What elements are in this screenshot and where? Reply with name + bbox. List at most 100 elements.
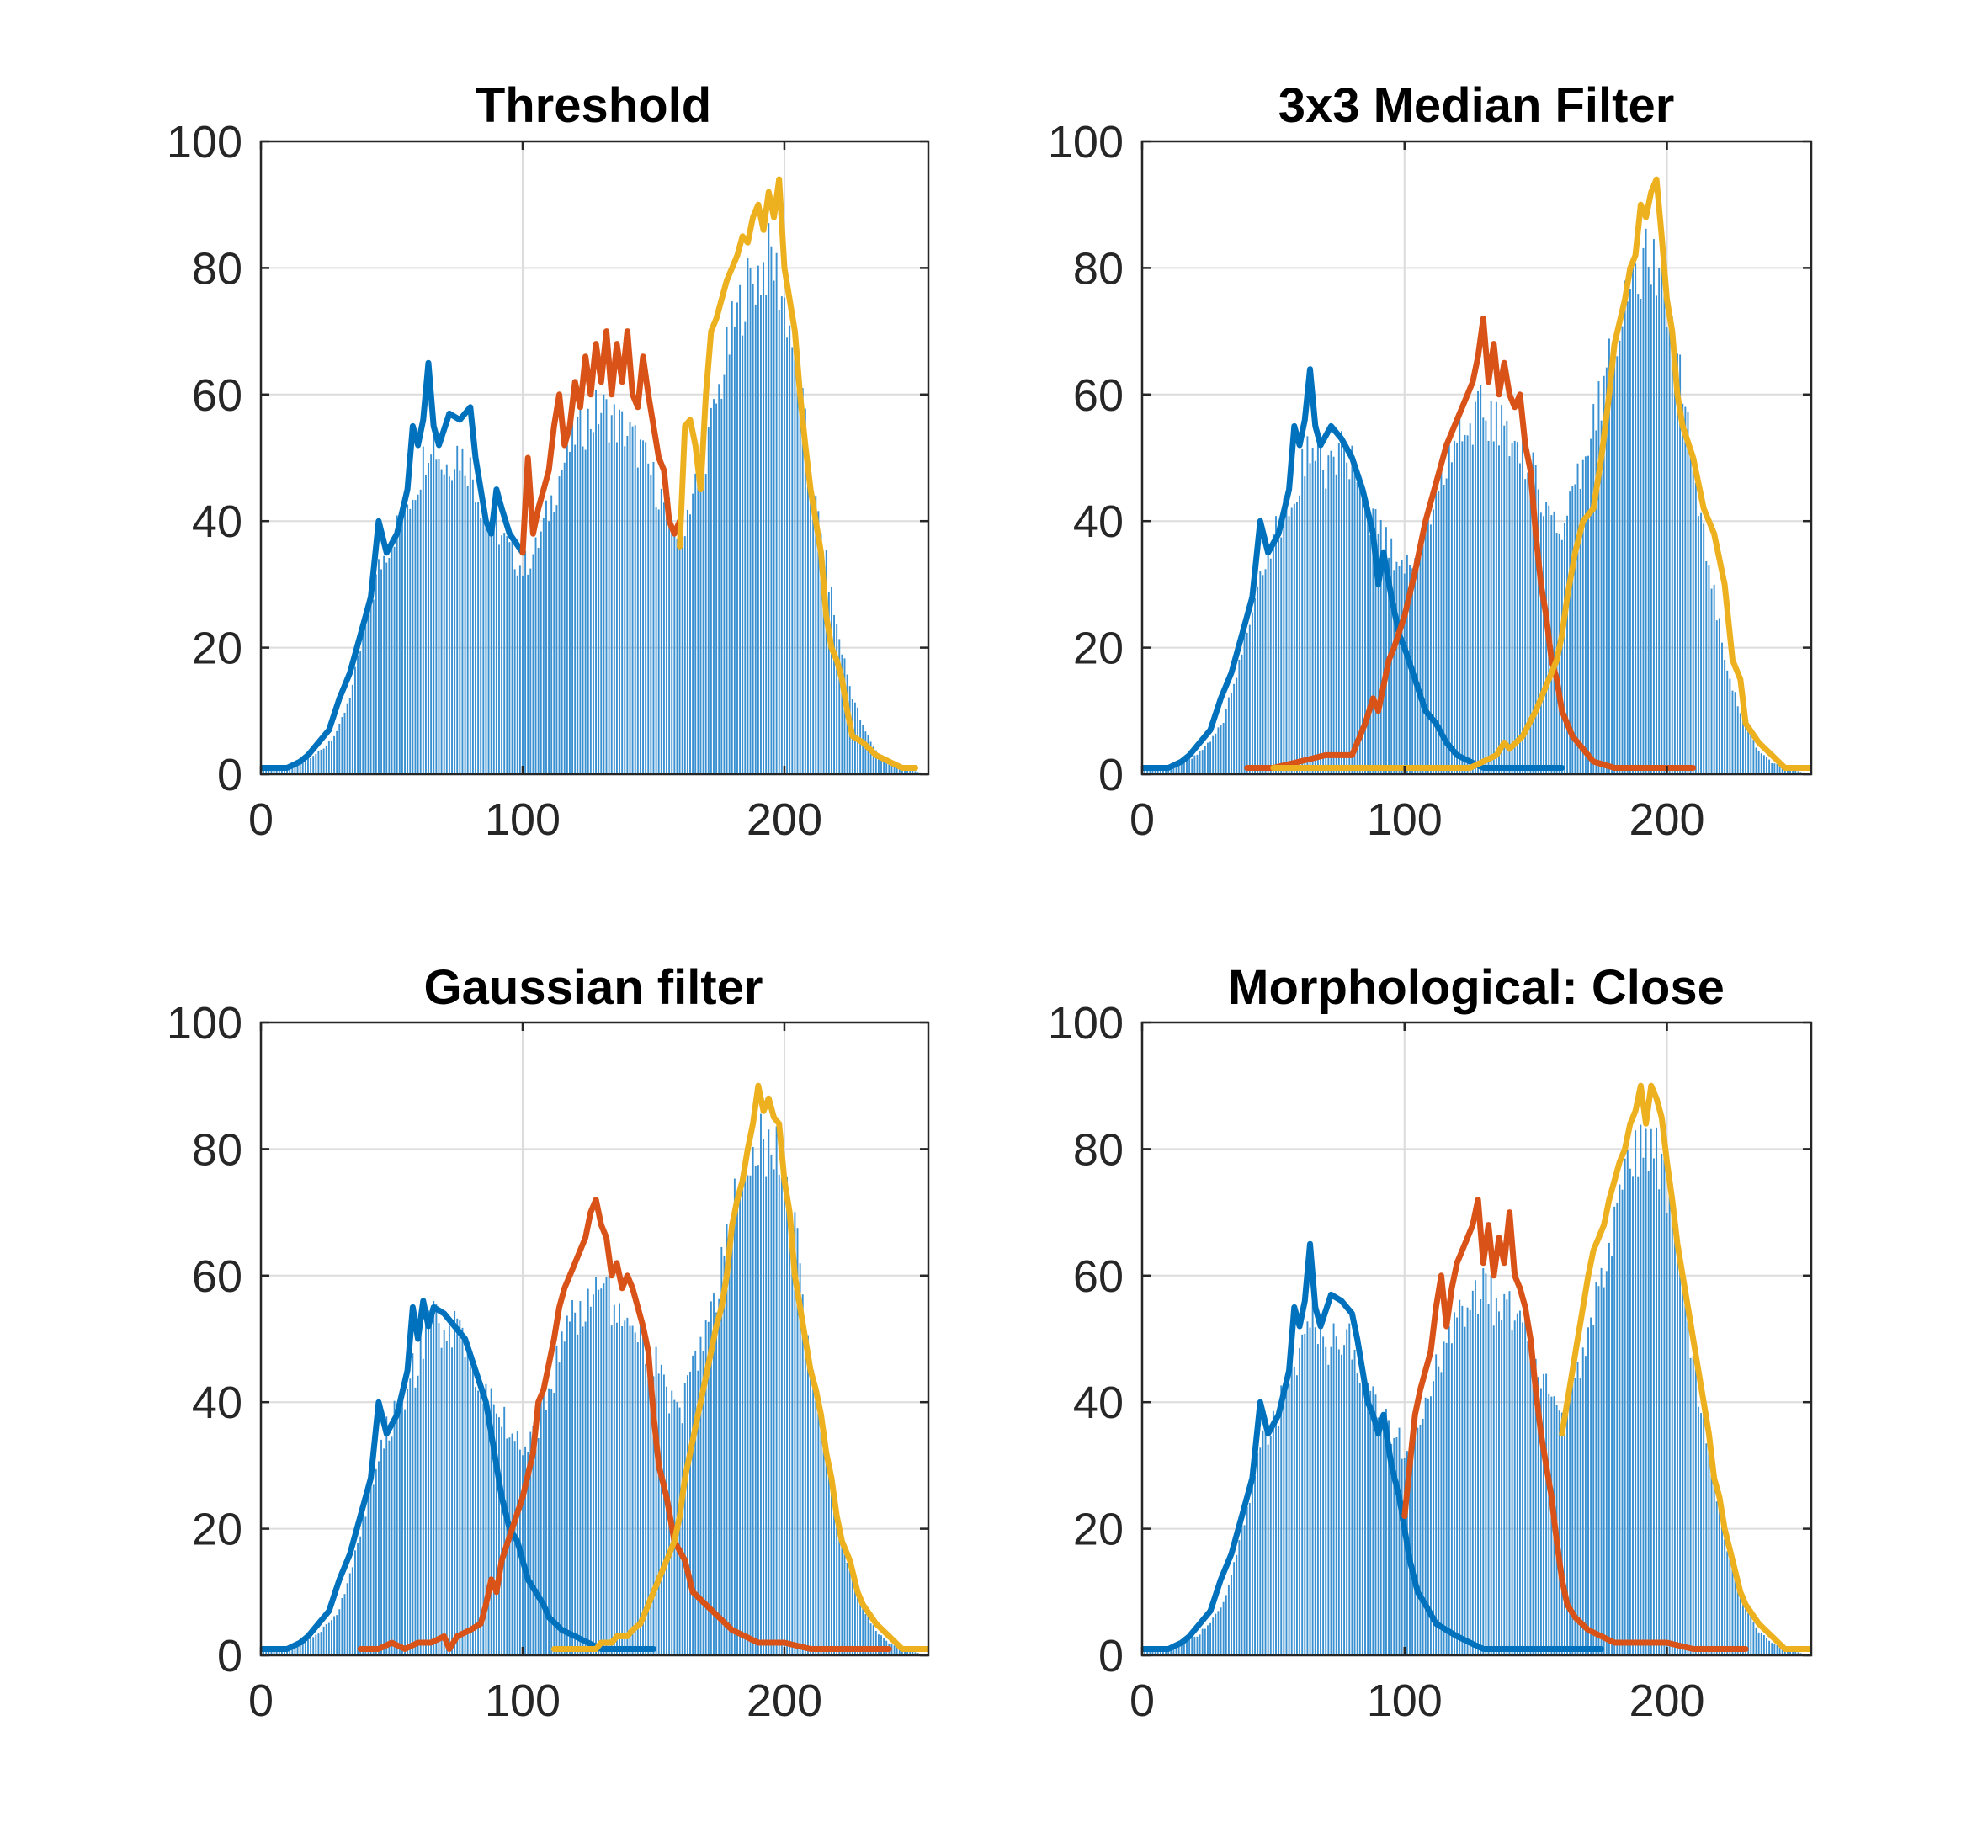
histogram-bar bbox=[532, 1426, 534, 1655]
histogram-bar bbox=[1694, 1360, 1697, 1655]
histogram-bar bbox=[600, 412, 603, 774]
histogram-bar bbox=[1613, 1206, 1616, 1655]
histogram-bar bbox=[1713, 584, 1715, 774]
histogram-bar bbox=[1729, 678, 1731, 774]
histogram-bar bbox=[1794, 1651, 1797, 1655]
histogram-bar bbox=[1246, 1506, 1248, 1655]
histogram-bar bbox=[838, 1523, 841, 1655]
histogram-bar bbox=[1658, 1189, 1661, 1655]
histogram-bar bbox=[1766, 757, 1767, 774]
histogram-bar bbox=[1726, 670, 1729, 774]
histogram-bar bbox=[351, 1567, 353, 1655]
histogram-bar bbox=[503, 1406, 506, 1655]
histogram-bar bbox=[1739, 1590, 1741, 1655]
histogram-bar bbox=[1656, 1127, 1658, 1655]
histogram-bar bbox=[1477, 1314, 1480, 1655]
histogram-bar bbox=[841, 1537, 843, 1655]
histogram-bar bbox=[1480, 1298, 1482, 1655]
histogram-bar bbox=[338, 723, 341, 774]
histogram-bar bbox=[555, 505, 558, 774]
histogram-bar bbox=[388, 558, 391, 774]
histogram-bar bbox=[1661, 1153, 1663, 1655]
histogram-bar bbox=[1264, 569, 1267, 774]
histogram-bar bbox=[409, 1378, 412, 1655]
histogram-bar bbox=[757, 265, 759, 774]
histogram-bar bbox=[1635, 1130, 1637, 1655]
histogram-bar bbox=[1721, 642, 1723, 774]
histogram-bar bbox=[1395, 1436, 1398, 1655]
histogram-bar bbox=[660, 488, 662, 774]
histogram-bar bbox=[325, 1624, 327, 1655]
histogram-bar bbox=[1353, 1349, 1356, 1655]
histogram-bar bbox=[1682, 403, 1684, 774]
histogram-bar bbox=[595, 390, 598, 774]
histogram-bar bbox=[1689, 1357, 1692, 1655]
series-line-1 bbox=[261, 359, 526, 771]
histogram-bar bbox=[1608, 1242, 1610, 1655]
histogram-bar bbox=[487, 1416, 490, 1655]
histogram-bar bbox=[1335, 1336, 1337, 1655]
histogram-bar bbox=[1574, 484, 1576, 774]
histogram-bar bbox=[527, 574, 529, 774]
histogram-bar bbox=[786, 337, 789, 774]
histogram-bar bbox=[883, 757, 885, 774]
histogram-bar bbox=[296, 1644, 299, 1655]
histogram-bar bbox=[1503, 425, 1506, 774]
histogram-bar bbox=[686, 1375, 688, 1655]
histogram-bar bbox=[1687, 412, 1689, 774]
histogram-bar bbox=[605, 399, 608, 774]
histogram-bar bbox=[532, 554, 534, 774]
histogram-bar bbox=[1511, 443, 1513, 774]
histogram-bar bbox=[459, 1320, 461, 1655]
histogram-bar bbox=[1330, 450, 1332, 774]
histogram-bar bbox=[791, 347, 794, 774]
histogram-bar bbox=[917, 1653, 919, 1655]
histogram-bar bbox=[1170, 1648, 1172, 1655]
histogram-bar bbox=[1490, 1275, 1492, 1655]
histogram-bar bbox=[1624, 280, 1626, 774]
histogram-bar bbox=[598, 1289, 600, 1655]
histogram-bar bbox=[1469, 1309, 1471, 1655]
histogram-bar bbox=[1492, 441, 1495, 774]
histogram-bar bbox=[443, 1330, 445, 1655]
histogram-bar bbox=[511, 539, 513, 774]
histogram-bar bbox=[833, 614, 836, 774]
x-tick-label: 0 bbox=[1130, 794, 1155, 845]
histogram-bar bbox=[362, 1511, 364, 1655]
histogram-bar bbox=[1652, 239, 1655, 774]
subplot-title: Gaussian filter bbox=[424, 960, 763, 1015]
histogram-bar bbox=[650, 475, 652, 774]
histogram-bar bbox=[1668, 1197, 1671, 1655]
histogram-bar bbox=[348, 698, 351, 774]
histogram-bar bbox=[1332, 1323, 1335, 1655]
histogram-bar bbox=[843, 658, 846, 774]
histogram-bar bbox=[806, 1335, 809, 1655]
histogram-bar bbox=[890, 763, 893, 774]
histogram-bar bbox=[561, 1331, 563, 1655]
histogram-bar bbox=[841, 654, 843, 774]
histogram-bar bbox=[310, 1638, 312, 1655]
histogram-bar bbox=[1543, 516, 1544, 774]
histogram-bar bbox=[893, 764, 896, 774]
histogram-bar bbox=[810, 1369, 812, 1655]
histogram-bar bbox=[1272, 1410, 1274, 1655]
histogram-bar bbox=[1167, 1649, 1170, 1655]
histogram-bar bbox=[1193, 1636, 1196, 1655]
histogram-bar bbox=[726, 1224, 728, 1655]
histogram-bar bbox=[757, 1165, 759, 1655]
histogram-bar bbox=[1438, 1366, 1440, 1655]
histogram-bar bbox=[1645, 1128, 1647, 1655]
histogram-bar bbox=[1340, 1354, 1342, 1655]
histogram-bar bbox=[375, 1468, 377, 1655]
histogram-bar bbox=[1374, 1394, 1377, 1655]
histogram-bar bbox=[1170, 767, 1172, 774]
histogram-bar bbox=[545, 1410, 547, 1655]
histogram-bar bbox=[726, 327, 728, 774]
histogram-bar bbox=[1537, 489, 1539, 774]
histogram-bar bbox=[642, 1320, 644, 1655]
histogram-bar bbox=[1320, 438, 1321, 774]
histogram-bar bbox=[1316, 1344, 1319, 1655]
histogram-bar bbox=[605, 1277, 608, 1655]
histogram-bar bbox=[589, 428, 592, 774]
histogram-bar bbox=[380, 1439, 383, 1655]
